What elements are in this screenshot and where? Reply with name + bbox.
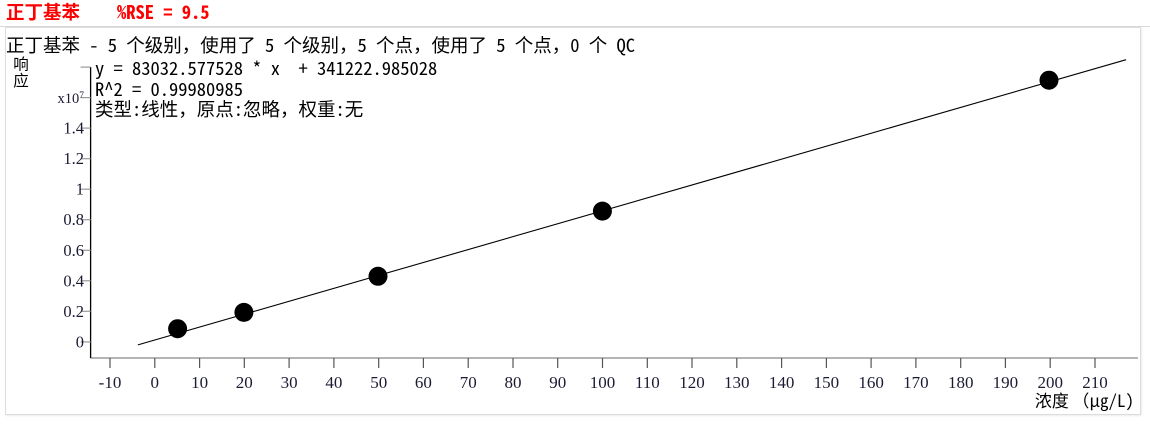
svg-text:0.8: 0.8 <box>63 210 84 229</box>
svg-text:0.4: 0.4 <box>63 271 84 290</box>
svg-text:160: 160 <box>858 373 884 392</box>
svg-text:40: 40 <box>325 373 342 392</box>
svg-text:1.2: 1.2 <box>63 149 84 168</box>
svg-text:-10: -10 <box>99 373 122 392</box>
svg-text:130: 130 <box>724 373 750 392</box>
svg-text:x107: x107 <box>58 91 85 107</box>
svg-text:0: 0 <box>76 332 84 351</box>
svg-text:60: 60 <box>415 373 432 392</box>
svg-text:50: 50 <box>370 373 387 392</box>
svg-text:110: 110 <box>635 373 660 392</box>
svg-text:1: 1 <box>76 180 84 199</box>
svg-text:30: 30 <box>281 373 298 392</box>
svg-text:170: 170 <box>903 373 929 392</box>
svg-text:90: 90 <box>549 373 566 392</box>
svg-text:120: 120 <box>679 373 705 392</box>
svg-text:150: 150 <box>814 373 840 392</box>
svg-text:10: 10 <box>191 373 208 392</box>
svg-text:100: 100 <box>590 373 616 392</box>
svg-text:80: 80 <box>505 373 522 392</box>
svg-text:0: 0 <box>151 373 160 392</box>
svg-text:浓度 （μg/L): 浓度 （μg/L) <box>1035 387 1134 412</box>
svg-text:180: 180 <box>948 373 974 392</box>
svg-text:20: 20 <box>236 373 253 392</box>
svg-text:0.2: 0.2 <box>63 302 84 321</box>
svg-text:1.4: 1.4 <box>63 119 84 138</box>
svg-text:190: 190 <box>993 373 1019 392</box>
svg-text:140: 140 <box>769 373 795 392</box>
svg-text:70: 70 <box>460 373 477 392</box>
svg-text:0.6: 0.6 <box>63 241 84 260</box>
